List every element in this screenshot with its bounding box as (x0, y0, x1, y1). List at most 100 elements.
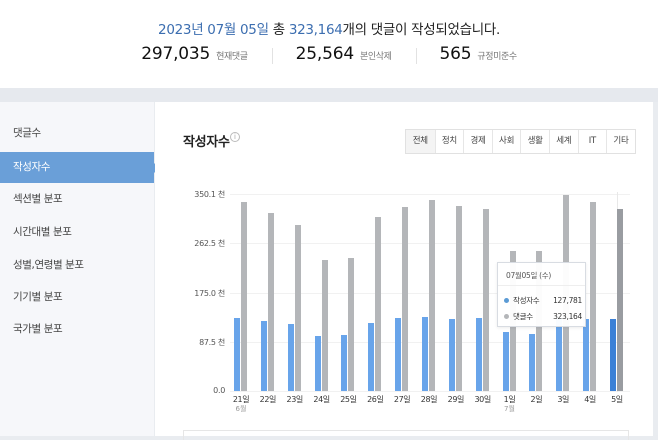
chart-tooltip: 07월05일 (수) 작성자수 127,781 댓글수 323,164 (497, 262, 586, 327)
headline-suffix: 개의 댓글이 작성되었습니다. (342, 22, 501, 38)
main-panel: 작성자수 i 전체 정치 경제 사회 생활 세계 IT 기타 350.1 천 26… (155, 102, 653, 440)
tooltip-label: 댓글수 (513, 312, 533, 321)
tooltip-row-authors: 작성자수 127,781 (504, 295, 582, 306)
stat-label: 규정미준수 (477, 52, 517, 62)
next-section-box (183, 430, 629, 440)
y-axis-tick-label: 350.1 천 (194, 190, 225, 199)
sidebar-item-country-distribution[interactable]: 국가별 분포 (13, 323, 63, 335)
bar-comments[interactable] (402, 206, 409, 391)
sidebar: 댓글수 작성자수 섹션별 분포 시간대별 분포 성별,연령별 분포 기기별 분포… (0, 102, 159, 436)
y-axis-tick-label: 175.0 천 (194, 288, 225, 298)
bar-comments[interactable] (321, 259, 328, 391)
bar-authors[interactable] (314, 335, 321, 391)
sidebar-item-section-distribution[interactable]: 섹션별 분포 (13, 193, 63, 205)
bar-comments[interactable] (348, 258, 355, 391)
legend-dot-icon (504, 298, 509, 303)
bar-authors[interactable] (583, 318, 590, 391)
gridline (230, 391, 630, 392)
bar-comments[interactable] (616, 209, 623, 391)
bar-comments[interactable] (267, 213, 274, 391)
tab-life[interactable]: 생활 (520, 130, 549, 153)
chart-title: 작성자수 (183, 135, 230, 150)
headline-total-prefix: 총 (272, 22, 285, 38)
summary-header: 2023년 07월 05일 총 323,164개의 댓글이 작성되었습니다. 2… (0, 0, 658, 88)
sidebar-item-author-count[interactable]: 작성자수 (0, 152, 159, 183)
legend-dot-icon (504, 314, 509, 319)
tab-all[interactable]: 전체 (406, 130, 435, 153)
bar-authors[interactable] (475, 317, 482, 391)
headline-total-count: 323,164 (288, 22, 343, 38)
x-axis-tick-label: 28일 (420, 395, 438, 404)
x-axis-tick-label: 21일 (232, 395, 250, 404)
x-axis-tick-label: 24일 (313, 395, 330, 404)
bar-authors[interactable] (260, 321, 267, 391)
sidebar-item-time-distribution[interactable]: 시간대별 분포 (13, 226, 72, 238)
gridline (230, 194, 630, 195)
bar-comments[interactable] (428, 200, 435, 391)
x-axis-tick-label: 27일 (393, 395, 411, 404)
bar-authors[interactable] (395, 317, 402, 391)
x-axis-tick-label: 26일 (367, 395, 384, 404)
bar-comments[interactable] (375, 217, 382, 391)
x-axis-tick-label: 1일 (503, 395, 516, 404)
sidebar-item-gender-age-distribution[interactable]: 성별,연령별 분포 (13, 259, 84, 271)
bar-authors[interactable] (529, 334, 536, 391)
tooltip-value: 323,164 (553, 312, 582, 321)
info-icon[interactable]: i (230, 132, 240, 142)
x-axis-tick-label: 23일 (286, 395, 304, 404)
tab-it[interactable]: IT (577, 130, 607, 153)
tooltip-label: 작성자수 (513, 296, 540, 305)
x-axis-tick-label: 25일 (340, 395, 357, 404)
tooltip-value: 127,781 (553, 296, 582, 305)
y-axis-tick-label: 262.5 천 (194, 239, 225, 249)
bar-comments[interactable] (590, 201, 597, 391)
bar-authors[interactable] (556, 317, 563, 391)
stat-label: 현재댓글 (216, 52, 248, 62)
y-axis-tick-label: 87.5 천 (199, 337, 225, 347)
stat-policy-violation: 565 규정미준수 (415, 44, 541, 64)
tab-society[interactable]: 사회 (491, 130, 521, 153)
y-axis-tick-label: 0.0 (213, 386, 225, 395)
bar-comments[interactable] (455, 205, 462, 391)
tab-etc[interactable]: 기타 (606, 130, 635, 153)
x-axis-tick-label: 22일 (259, 395, 277, 404)
headline-date: 2023년 07월 05일 (158, 22, 269, 38)
bar-authors[interactable] (234, 317, 240, 391)
x-axis-tick-label: 4일 (584, 395, 596, 404)
stats-row: 297,035 현재댓글 25,564 본인삭제 565 규정미준수 (0, 44, 658, 64)
tooltip-divider (498, 285, 585, 286)
sidebar-item-device-distribution[interactable]: 기기별 분포 (13, 291, 63, 303)
bar-comments[interactable] (241, 201, 247, 391)
stat-value: 565 (439, 44, 472, 64)
stat-value: 25,564 (295, 44, 354, 64)
x-axis-tick-label: 3일 (557, 395, 570, 404)
bar-comments[interactable] (482, 209, 489, 391)
bar-authors[interactable] (287, 324, 294, 391)
category-tabs: 전체 정치 경제 사회 생활 세계 IT 기타 (405, 129, 636, 154)
x-axis-month-label: 7월 (504, 405, 515, 413)
tab-economy[interactable]: 경제 (463, 130, 492, 153)
bar-authors[interactable] (368, 322, 375, 391)
x-axis-month-label: 6월 (235, 405, 247, 413)
bar-authors[interactable] (502, 331, 509, 391)
stat-label: 본인삭제 (359, 52, 392, 62)
tab-world[interactable]: 세계 (548, 130, 578, 153)
stat-value: 297,035 (141, 44, 211, 64)
tooltip-date: 07월05일 (수) (506, 271, 552, 280)
x-axis-tick-label: 29일 (447, 395, 465, 404)
bar-authors[interactable] (341, 334, 348, 391)
sidebar-item-comment-count[interactable]: 댓글수 (13, 127, 41, 139)
bar-authors[interactable] (421, 316, 428, 391)
bar-comments[interactable] (294, 225, 301, 391)
stat-current-comments: 297,035 현재댓글 (117, 44, 271, 64)
separator-band (0, 88, 658, 102)
x-axis-tick-label: 5일 (611, 395, 623, 404)
x-axis-tick-label: 30일 (474, 395, 491, 404)
bar-authors[interactable] (609, 319, 616, 391)
bar-authors[interactable] (448, 318, 455, 391)
stat-self-deleted: 25,564 본인삭제 (271, 44, 416, 64)
x-axis-tick-label: 2일 (530, 395, 543, 404)
tooltip-row-comments: 댓글수 323,164 (504, 311, 582, 322)
headline: 2023년 07월 05일 총 323,164개의 댓글이 작성되었습니다. (0, 18, 658, 38)
tab-politics[interactable]: 정치 (434, 130, 464, 153)
